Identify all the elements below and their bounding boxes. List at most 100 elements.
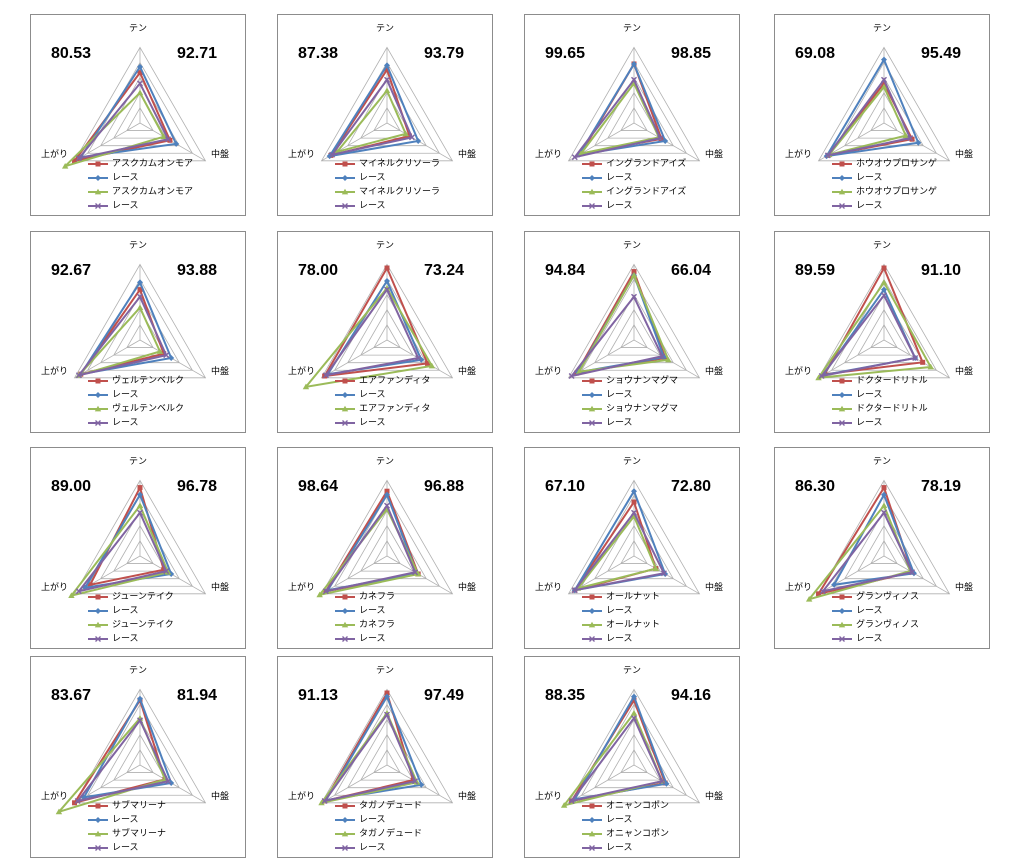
series-line	[820, 510, 914, 593]
left-score: 98.64	[298, 478, 339, 495]
radar-chart-panel: 83.67 81.94 テン 中盤 上がり サブマリーナ レース サブマリーナ レース	[30, 656, 246, 858]
legend-label: レース	[606, 418, 633, 428]
grid-ring	[73, 46, 207, 162]
axis-label-top: テン	[376, 666, 395, 676]
series-line	[327, 63, 420, 158]
legend-label: ジューンテイク	[112, 620, 174, 630]
legend-label: レース	[359, 418, 386, 428]
axis-label-left: 上がり	[41, 583, 69, 593]
legend-entry: レース	[87, 813, 166, 827]
legend-marker	[342, 803, 348, 809]
legend-swatch	[582, 608, 602, 614]
legend-entry: オールナット	[581, 618, 660, 632]
series-line	[75, 718, 170, 803]
data-point	[631, 488, 637, 495]
data-point	[880, 279, 888, 285]
data-point	[660, 570, 667, 577]
legend-label: イングランドアイズ	[606, 187, 687, 197]
legend: アスクカムオンモア レース アスクカムオンモア レース	[87, 157, 193, 213]
legend-marker	[94, 405, 102, 412]
left-score: 89.00	[51, 478, 92, 495]
legend-label: レース	[856, 418, 883, 428]
legend: エアファンディタ レース エアファンディタ レース	[334, 374, 430, 430]
left-score: 78.00	[298, 262, 339, 279]
legend-marker	[95, 378, 101, 384]
legend-marker	[838, 405, 846, 412]
grid-ring	[347, 293, 427, 364]
right-score: 92.71	[177, 45, 218, 62]
radar-chart-panel: 67.10 72.80 テン 中盤 上がり オールナット レース オールナット レース	[524, 447, 740, 649]
legend-label: オニャンコポン	[606, 829, 670, 839]
axis-label-right: 中盤	[955, 150, 974, 160]
left-score: 67.10	[545, 478, 586, 495]
legend-entry: ショウナンマグマ	[581, 402, 678, 416]
legend-swatch	[335, 203, 355, 209]
data-point	[384, 265, 390, 271]
legend-marker	[342, 594, 348, 600]
grid-ring	[373, 540, 401, 564]
grid-spoke	[74, 122, 141, 162]
axis-label-right: 中盤	[705, 792, 724, 802]
legend-entry: ジューンテイク	[87, 590, 174, 604]
axis-label-right: 中盤	[211, 150, 230, 160]
legend-marker	[588, 830, 596, 837]
legend-label: レース	[606, 606, 633, 616]
data-point	[818, 373, 825, 379]
legend-marker	[839, 636, 845, 642]
data-point	[384, 502, 390, 509]
axis-label-right: 中盤	[955, 367, 974, 377]
legend-entry: アスクカムオンモア	[87, 185, 193, 199]
radar-chart-panel: 78.00 73.24 テン 中盤 上がり エアファンディタ レース エアファンディタ レース	[277, 231, 493, 433]
radar-chart-panel: 94.84 66.04 テン 中盤 上がり ショウナンマグマ レース ショウナンマグマ レース	[524, 231, 740, 433]
legend-swatch	[335, 188, 355, 195]
grid-ring	[360, 733, 414, 781]
legend-marker	[839, 392, 845, 398]
legend-label: レース	[112, 418, 139, 428]
data-point	[161, 351, 167, 357]
grid-ring	[320, 688, 454, 804]
legend-label: ジューンテイク	[112, 592, 174, 602]
legend-marker	[839, 175, 845, 181]
data-point	[163, 352, 170, 359]
data-point	[881, 286, 887, 293]
legend-entry: ドクタードリトル	[831, 402, 928, 416]
legend-swatch	[832, 175, 852, 181]
legend-entry: カネフラ	[334, 618, 395, 632]
radar-chart-panel: 88.35 94.16 テン 中盤 上がり オニャンコポン レース オニャンコポン レース	[524, 656, 740, 858]
legend-entry: レース	[581, 199, 686, 213]
legend-marker	[342, 636, 348, 642]
left-score: 91.13	[298, 687, 339, 704]
radar-plot	[815, 263, 951, 381]
grid-ring	[870, 107, 898, 131]
legend-marker	[589, 636, 595, 642]
data-point	[384, 711, 390, 718]
legend-entry: レース	[581, 841, 669, 855]
series-line	[78, 64, 178, 159]
legend: マイネルクリソーラ レース マイネルクリソーラ レース	[334, 157, 440, 213]
radar-chart-panel: 92.67 93.88 テン 中盤 上がり ヴェルテンベルク レース ヴェルテンベルク レース	[30, 231, 246, 433]
legend-marker	[589, 203, 595, 209]
legend-label: レース	[606, 843, 633, 853]
axis-label-right: 中盤	[705, 367, 724, 377]
legend-swatch	[335, 405, 355, 412]
radar-plot	[318, 688, 454, 806]
grid-ring	[567, 263, 701, 379]
data-point	[316, 591, 323, 598]
left-score: 99.65	[545, 45, 586, 62]
legend-entry: オニャンコポン	[581, 799, 669, 813]
legend-swatch	[832, 161, 852, 167]
data-point	[881, 485, 887, 491]
data-point	[920, 359, 926, 365]
grid-ring	[113, 308, 167, 356]
data-point	[136, 304, 144, 310]
data-point	[824, 152, 831, 159]
series-line	[819, 293, 917, 378]
data-point	[137, 485, 143, 491]
data-point	[322, 372, 329, 379]
legend-marker	[839, 203, 845, 209]
grid-ring	[73, 688, 207, 804]
legend-entry: レース	[334, 841, 422, 855]
axis-label-right: 中盤	[211, 367, 230, 377]
legend-marker	[589, 378, 595, 384]
left-score: 83.67	[51, 687, 92, 704]
